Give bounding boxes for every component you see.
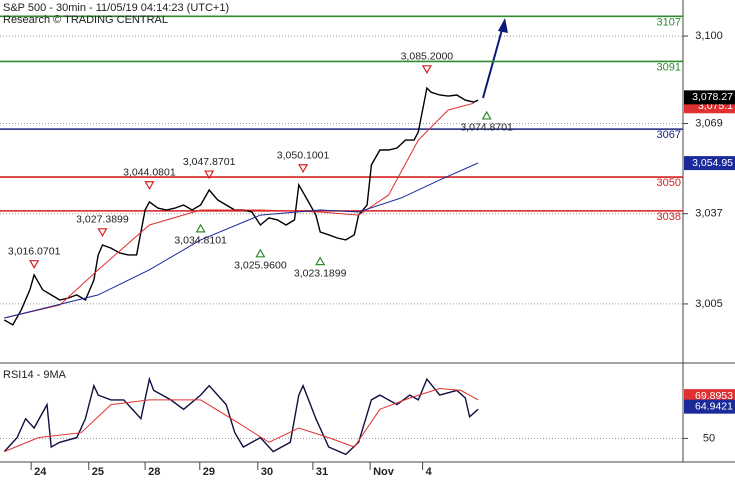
x-tick-label: 30 bbox=[261, 466, 273, 478]
pivot-label: 3,050.1001 bbox=[277, 150, 330, 162]
pivot-marker bbox=[144, 181, 155, 190]
price-tag bbox=[684, 90, 735, 105]
price-tag bbox=[684, 156, 735, 171]
pivot-marker bbox=[255, 248, 266, 258]
pivot-label: 3,044.0801 bbox=[123, 167, 176, 179]
x-tick-label: 24 bbox=[34, 466, 47, 478]
y-tick-label: 3,069 bbox=[695, 117, 723, 129]
header-title: S&P 500 - 30min - 11/05/19 04:14:23 (UTC… bbox=[3, 2, 229, 14]
price-tag bbox=[684, 389, 735, 404]
x-tick-label: 28 bbox=[148, 466, 160, 478]
y-tick-label: 3,037 bbox=[695, 208, 723, 220]
price-tag-label: 69.8953 bbox=[695, 390, 733, 402]
pivot-marker bbox=[204, 170, 215, 180]
pivot-label: 3,027.3899 bbox=[76, 214, 129, 226]
panel-title: RSI14 - 9MA bbox=[3, 369, 67, 381]
level-label: 3050 bbox=[657, 177, 681, 189]
price-tag-label: 3,078.27 bbox=[692, 91, 733, 103]
pivot-label: 3,023.1899 bbox=[294, 267, 347, 279]
pivot-marker bbox=[315, 256, 326, 266]
series-line bbox=[4, 387, 479, 453]
series-line bbox=[3, 376, 479, 456]
level-label: 3067 bbox=[657, 129, 681, 141]
y-tick-label: 3,100 bbox=[695, 30, 723, 42]
pivot-marker bbox=[195, 223, 206, 233]
pivot-label: 3,034.8101 bbox=[174, 235, 227, 247]
series-line bbox=[3, 86, 479, 326]
pivot-label: 3,074.8701 bbox=[460, 122, 513, 134]
x-tick-label: 4 bbox=[426, 466, 433, 478]
pivot-label: 3,016.0701 bbox=[8, 245, 61, 257]
x-tick-label: 25 bbox=[92, 466, 104, 478]
pivot-label: 3,085.2000 bbox=[401, 51, 454, 63]
header-subtitle: Research © TRADING CENTRAL bbox=[3, 14, 168, 26]
series-line bbox=[4, 102, 474, 319]
pivot-marker bbox=[97, 228, 108, 238]
price-tag-label: 3,054.95 bbox=[692, 157, 733, 169]
arrow-head bbox=[498, 18, 508, 33]
price-tag bbox=[684, 399, 735, 414]
y-tick-label: 3,005 bbox=[695, 298, 723, 310]
x-tick-label: 31 bbox=[316, 466, 328, 478]
x-tick-label: Nov bbox=[373, 466, 395, 478]
series-line bbox=[4, 162, 479, 319]
pivot-marker bbox=[421, 65, 432, 75]
price-tag-label: 64.9421 bbox=[695, 400, 733, 412]
pivot-marker bbox=[481, 110, 492, 120]
x-tick-label: 29 bbox=[203, 466, 215, 478]
level-label: 3091 bbox=[657, 61, 681, 73]
pivot-marker bbox=[29, 260, 40, 269]
pivot-label: 3,047.8701 bbox=[183, 156, 236, 168]
level-label: 3038 bbox=[657, 211, 681, 223]
y-tick-label: 50 bbox=[703, 432, 715, 444]
level-label: 3107 bbox=[657, 16, 681, 28]
pivot-label: 3,025.9600 bbox=[234, 260, 287, 272]
pivot-marker bbox=[298, 164, 309, 173]
